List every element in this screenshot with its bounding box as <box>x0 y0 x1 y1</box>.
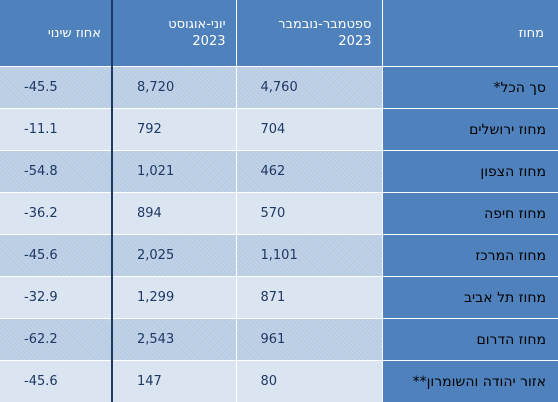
row-district: מחוז הדרום <box>382 319 558 361</box>
header-jun-aug-line2: 2023 <box>121 33 226 50</box>
row-change: 45.6- <box>0 235 112 277</box>
row-district: מחוז תל אביב <box>382 277 558 319</box>
row-change: 36.2- <box>0 193 112 235</box>
header-change: אחוז שינוי <box>0 0 112 67</box>
row-sep-nov: 4,760 <box>236 67 382 109</box>
table-header-row: מחוז ספטמבר-נובמבר 2023 יוני-אוגוסט 2023… <box>0 0 558 67</box>
row-district: אזור יהודה והשומרון** <box>382 361 558 402</box>
header-sep-nov-line1: ספטמבר-נובמבר <box>245 16 372 33</box>
row-district: מחוז ירושלים <box>382 109 558 151</box>
row-change: 62.2- <box>0 319 112 361</box>
table-row: מחוז תל אביב 871 1,299 32.9- <box>0 277 558 319</box>
table-row: מחוז הצפון 462 1,021 54.8- <box>0 151 558 193</box>
row-jun-aug: 894 <box>112 193 236 235</box>
header-jun-aug: יוני-אוגוסט 2023 <box>112 0 236 67</box>
table-row: מחוז חיפה 570 894 36.2- <box>0 193 558 235</box>
table-row: סך הכל* 4,760 8,720 45.5- <box>0 67 558 109</box>
row-change: 32.9- <box>0 277 112 319</box>
header-district: מחוז <box>382 0 558 67</box>
row-jun-aug: 792 <box>112 109 236 151</box>
table-row: אזור יהודה והשומרון** 80 147 45.6- <box>0 361 558 402</box>
header-jun-aug-line1: יוני-אוגוסט <box>121 16 226 33</box>
table-row: מחוז ירושלים 704 792 11.1- <box>0 109 558 151</box>
row-jun-aug: 2,025 <box>112 235 236 277</box>
row-sep-nov: 1,101 <box>236 235 382 277</box>
row-jun-aug: 2,543 <box>112 319 236 361</box>
row-change: 45.6- <box>0 361 112 402</box>
row-change: 11.1- <box>0 109 112 151</box>
row-sep-nov: 871 <box>236 277 382 319</box>
header-sep-nov: ספטמבר-נובמבר 2023 <box>236 0 382 67</box>
row-sep-nov: 704 <box>236 109 382 151</box>
table-row: מחוז המרכז 1,101 2,025 45.6- <box>0 235 558 277</box>
row-jun-aug: 147 <box>112 361 236 402</box>
row-district: מחוז חיפה <box>382 193 558 235</box>
row-district: סך הכל* <box>382 67 558 109</box>
row-sep-nov: 80 <box>236 361 382 402</box>
row-sep-nov: 570 <box>236 193 382 235</box>
row-sep-nov: 462 <box>236 151 382 193</box>
row-sep-nov: 961 <box>236 319 382 361</box>
row-jun-aug: 8,720 <box>112 67 236 109</box>
row-change: 45.5- <box>0 67 112 109</box>
table-row: מחוז הדרום 961 2,543 62.2- <box>0 319 558 361</box>
row-district: מחוז הצפון <box>382 151 558 193</box>
row-jun-aug: 1,021 <box>112 151 236 193</box>
row-jun-aug: 1,299 <box>112 277 236 319</box>
header-sep-nov-line2: 2023 <box>245 33 372 50</box>
row-district: מחוז המרכז <box>382 235 558 277</box>
row-change: 54.8- <box>0 151 112 193</box>
